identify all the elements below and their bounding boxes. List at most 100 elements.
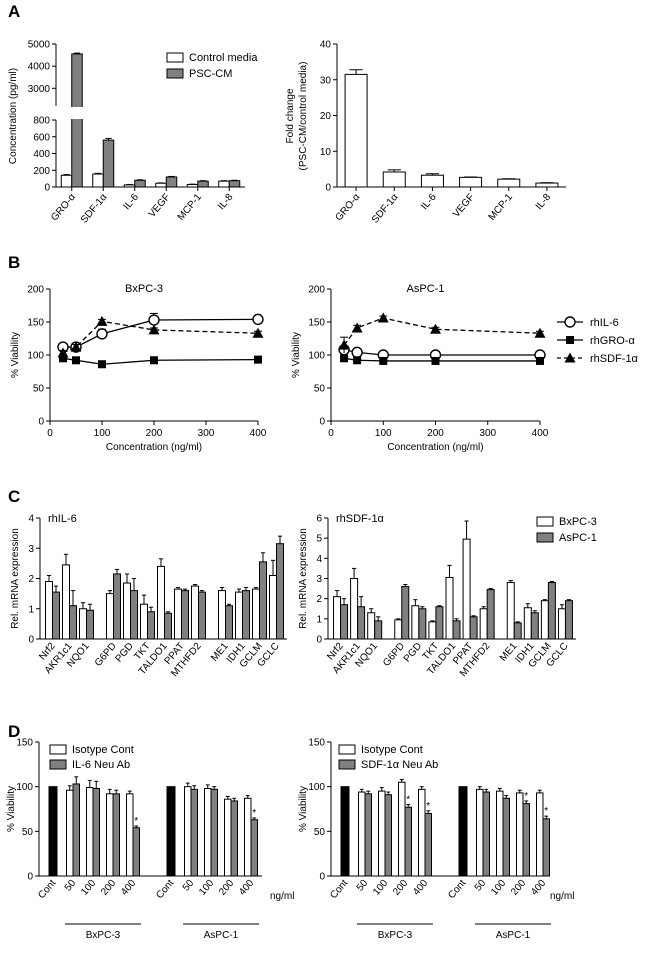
panel-label-D: D bbox=[8, 722, 20, 741]
chart-c2-bar bbox=[557, 608, 566, 640]
chart-b2-title: AsPC-1 bbox=[407, 283, 445, 295]
chart-c1-bar bbox=[235, 591, 243, 640]
chart-d2-legend-item-label: Isotype Cont bbox=[361, 744, 423, 756]
chart-d1-bar bbox=[184, 786, 192, 877]
chart-d1-ytick-label: 150 bbox=[16, 738, 33, 749]
chart-a1-xtick-label: MCP-1 bbox=[176, 192, 205, 223]
chart-b2-point bbox=[536, 356, 544, 365]
chart-c1-bar bbox=[181, 590, 189, 640]
chart-c1-bar bbox=[218, 590, 226, 640]
chart-a2-xtick-label: SDF-1α bbox=[370, 192, 401, 226]
chart-c1-ylabel: Rel. mRNA expression bbox=[10, 528, 21, 629]
chart-b2-xtick-label: 400 bbox=[532, 428, 549, 439]
chart-d1-bar bbox=[244, 797, 252, 877]
chart-b2-xtick-label: 300 bbox=[479, 428, 496, 439]
chart-a1-xtick-label: SDF-1α bbox=[79, 192, 110, 226]
chart-c2-bar bbox=[411, 605, 420, 640]
chart-c1-bar bbox=[191, 585, 199, 640]
chart-d2-ytick-label: 100 bbox=[308, 782, 325, 793]
chart-d1-legend-item-swatch bbox=[49, 759, 67, 770]
chart-d2-bar bbox=[536, 792, 544, 877]
chart-a1-bar bbox=[218, 180, 230, 188]
chart-a1-bar bbox=[134, 179, 146, 188]
chart-b2-point bbox=[431, 356, 440, 365]
chart-c2-legend-aspc1-label: AsPC-1 bbox=[559, 532, 597, 544]
chart-c2-bar bbox=[357, 606, 366, 640]
chart-d2-xtick-label: 50 bbox=[473, 878, 489, 894]
chart-b1-ytick-label: 200 bbox=[27, 285, 44, 296]
chart-a2-ytick-label: 0 bbox=[325, 183, 331, 194]
chart-d2-bar-control bbox=[340, 786, 350, 877]
chart-b2-point bbox=[338, 339, 350, 350]
chart-c1-bar bbox=[62, 564, 70, 640]
chart-c2-bar bbox=[445, 576, 454, 640]
chart-d2-legend-item-swatch bbox=[338, 759, 356, 770]
chart-d2-bar bbox=[496, 790, 504, 877]
chart-c2-bar bbox=[469, 616, 478, 640]
chart-d2-xtick-label: Cont bbox=[446, 878, 468, 901]
chart-a1-xtick-label: GRO-α bbox=[49, 192, 78, 224]
chart-d2-bar bbox=[358, 791, 366, 877]
chart-a1-bar bbox=[228, 180, 241, 188]
chart-d2-bar bbox=[384, 794, 392, 877]
chart-b2-point bbox=[377, 312, 389, 323]
chart-c2-bar bbox=[333, 596, 342, 640]
chart-b1-xtick-label: 400 bbox=[250, 428, 267, 439]
chart-d1-bar bbox=[224, 798, 232, 877]
chart-a2-xtick-label: IL-6 bbox=[419, 192, 439, 213]
chart-a1-ytick-label: 200 bbox=[33, 166, 50, 177]
chart-c2-bar bbox=[428, 621, 437, 640]
chart-c2-bar bbox=[367, 612, 376, 640]
chart-b1-ytick-label: 150 bbox=[27, 318, 44, 329]
chart-a2-ytick-label: 20 bbox=[320, 111, 332, 122]
chart-d1-bar bbox=[72, 783, 80, 877]
chart-a1-legend-control-swatch bbox=[166, 52, 184, 63]
chart-d2-bar bbox=[516, 792, 524, 877]
chart-d1-bar-control bbox=[48, 786, 58, 877]
chart-b1-point bbox=[98, 360, 106, 369]
chart-b2-ytick-label: 100 bbox=[308, 351, 325, 362]
chart-b2-point bbox=[534, 327, 546, 338]
chart-d2-significance-star: * bbox=[524, 791, 528, 802]
chart-a1-ytick-label: 600 bbox=[33, 132, 50, 143]
chart-d1-ylabel: % Viability bbox=[6, 786, 17, 832]
chart-a2-bar bbox=[420, 174, 444, 188]
chart-d1-xtick-label: 100 bbox=[197, 878, 216, 898]
chart-a1-ylabel: Concentration (pg/ml) bbox=[8, 68, 19, 164]
chart-c2-bar bbox=[523, 607, 532, 640]
chart-b2-xlabel: Concentration (ng/ml) bbox=[387, 442, 483, 453]
panel-label-A: A bbox=[8, 2, 20, 21]
chart-d2-bar bbox=[378, 790, 386, 877]
chart-a2-bar bbox=[382, 171, 406, 188]
chart-a2-ylabel-1: Fold change bbox=[285, 88, 296, 143]
chart-c2-legend-aspc1-swatch bbox=[536, 532, 554, 543]
chart-b2-point bbox=[351, 346, 363, 359]
chart-a2-bar bbox=[459, 176, 483, 188]
chart-d1-xtick-label: 100 bbox=[79, 878, 98, 898]
chart-a1-ytick-label: 400 bbox=[33, 149, 50, 160]
chart-d2-ytick-label: 50 bbox=[314, 827, 326, 838]
chart-b1-point bbox=[59, 354, 67, 363]
chart-c1-ytick-label: 3 bbox=[28, 544, 34, 555]
chart-c2-ytick-label: 6 bbox=[316, 514, 322, 525]
chart-a1-ytick-label: 4000 bbox=[28, 62, 51, 73]
chart-a2-xtick-label: IL-8 bbox=[534, 192, 554, 213]
chart-b2-ytick-label: 0 bbox=[319, 417, 325, 428]
chart-b1-xtick-label: 100 bbox=[94, 428, 111, 439]
chart-a1-ytick-label: 3000 bbox=[28, 84, 51, 95]
chart-d1-bar bbox=[112, 793, 120, 877]
chart-b1-title: BxPC-3 bbox=[125, 283, 163, 295]
chart-c1-xtick-label: PGD bbox=[113, 641, 135, 665]
chart-c1-bar bbox=[164, 612, 172, 640]
chart-a2-ytick-label: 40 bbox=[320, 40, 332, 51]
chart-a1-xtick-label: VEGF bbox=[147, 192, 173, 220]
chart-d2-significance-star: * bbox=[426, 801, 430, 812]
chart-d1-significance-star: * bbox=[252, 808, 256, 819]
chart-c1-ytick-label: 2 bbox=[28, 574, 34, 585]
chart-d2-xtick-label: 200 bbox=[509, 878, 528, 898]
chart-c2-title: rhSDF-1α bbox=[336, 513, 385, 525]
chart-a1-bar bbox=[165, 176, 178, 188]
chart-c2-bar bbox=[547, 582, 556, 640]
chart-d2-bar bbox=[522, 803, 530, 877]
